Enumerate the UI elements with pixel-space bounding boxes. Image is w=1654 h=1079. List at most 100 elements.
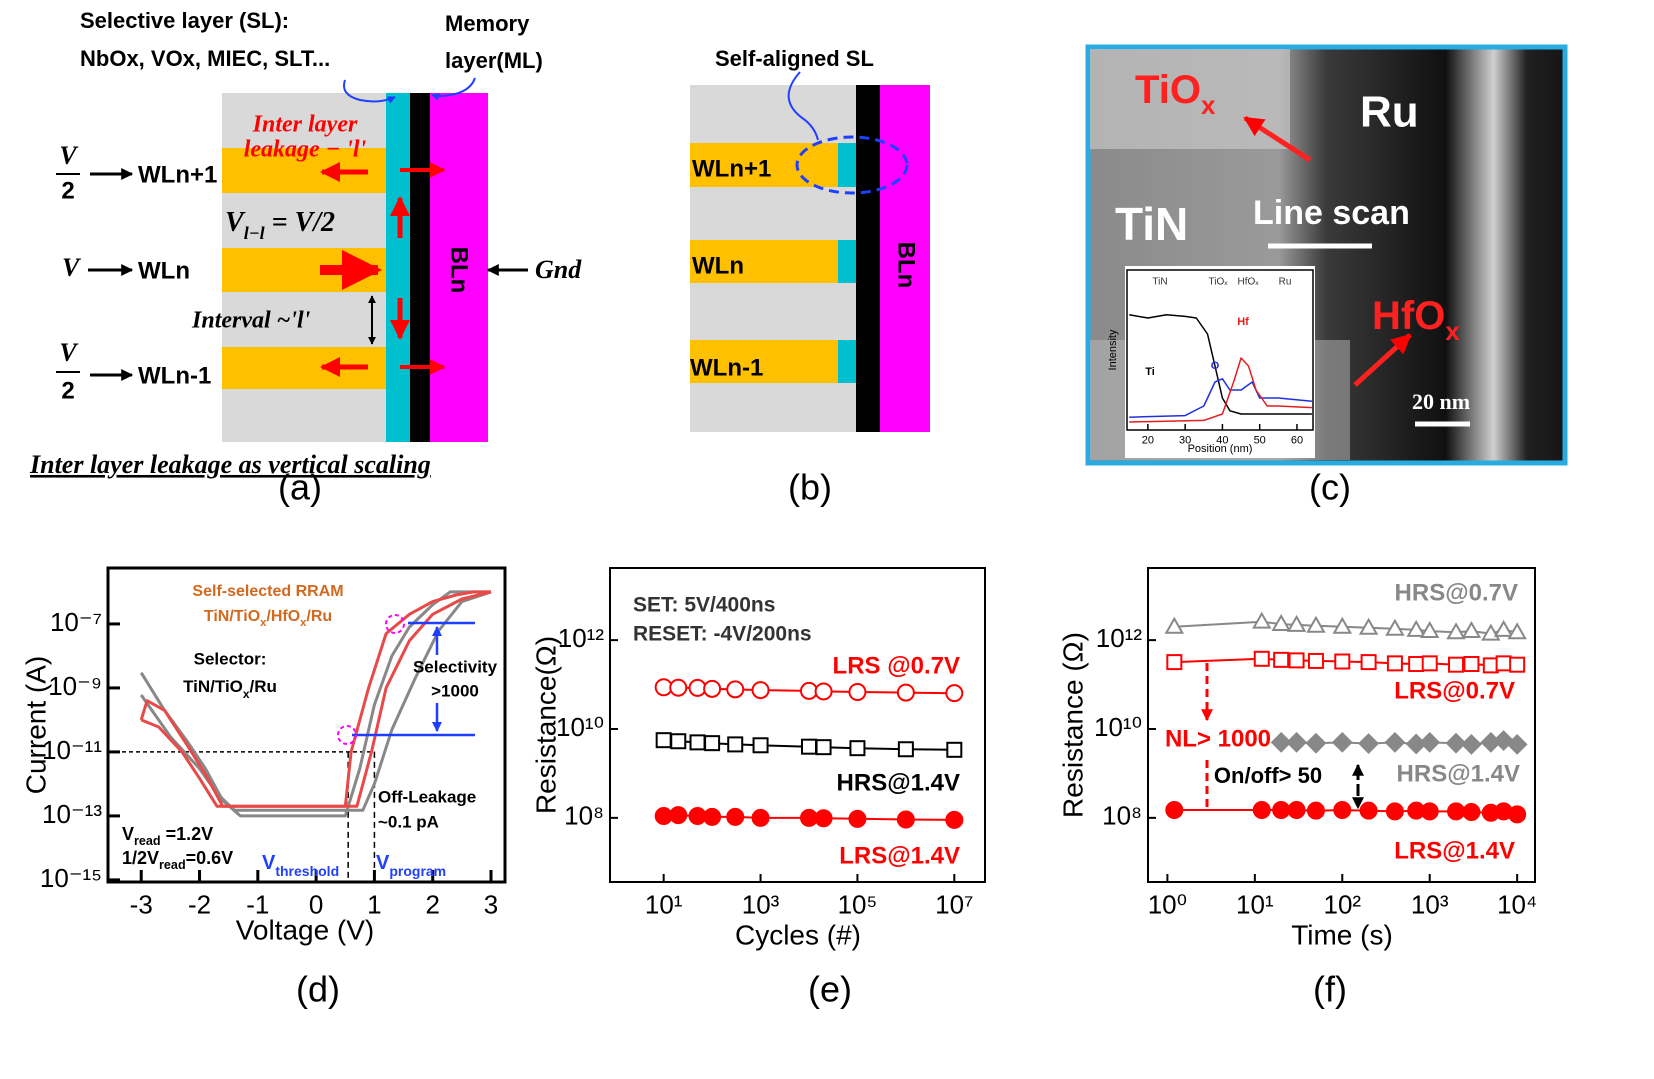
marker <box>1421 655 1438 672</box>
panel-label: (e) <box>808 969 852 1010</box>
y-tick-label: 10⁻⁷ <box>50 607 102 637</box>
y-tick-label: 10¹² <box>1096 623 1143 653</box>
annotation: SET: 5V/400ns <box>633 594 775 617</box>
hfo-sub: x <box>1445 316 1460 346</box>
series-line <box>139 590 492 812</box>
marker <box>1305 732 1327 754</box>
x-tick-label: 2 <box>425 890 439 920</box>
arrow <box>1353 333 1412 387</box>
marker <box>1508 805 1527 824</box>
series-line <box>1129 378 1312 418</box>
plot-frame <box>106 566 507 884</box>
annotation-part: TiN/TiO <box>204 608 260 625</box>
panel-label: (a) <box>278 467 322 508</box>
y-tick-label: 10⁸ <box>1102 801 1142 831</box>
y-tick-label: 10¹⁰ <box>556 712 604 742</box>
series-label: HRS@1.4V <box>1397 760 1520 787</box>
x-tick-label: 10³ <box>742 890 780 920</box>
series-line <box>1129 357 1312 423</box>
series-label: LRS@1.4V <box>839 842 960 869</box>
y-tick-label: 10⁻¹⁵ <box>40 863 102 893</box>
y-axis-label: Resistance(Ω) <box>530 636 561 814</box>
arrow <box>1243 115 1312 163</box>
series-label: LRS@1.4V <box>1394 837 1515 864</box>
annotation-part: V <box>262 852 276 874</box>
marker <box>1385 802 1404 821</box>
series-label: Ti <box>1145 366 1155 378</box>
bit-line <box>880 85 930 432</box>
marker <box>1272 801 1291 820</box>
x-tick-label: 10⁰ <box>1148 890 1187 920</box>
marker <box>1273 651 1290 668</box>
x-tick-label: -1 <box>246 890 269 920</box>
annotation: 1/2Vread=0.6V <box>122 848 233 873</box>
marker <box>688 807 707 826</box>
series-label: LRS@0.7V <box>1394 677 1515 704</box>
fraction-den: 2 <box>61 177 74 204</box>
tio-sub: x <box>1201 90 1216 120</box>
tio-main: TiO <box>1135 68 1201 112</box>
marker <box>1495 655 1512 672</box>
x-tick-label: 10⁴ <box>1497 890 1537 920</box>
annotation-part: x <box>260 617 267 629</box>
marker <box>897 741 914 758</box>
series-label: HRS@0.7V <box>1395 579 1518 606</box>
panel-b: BLn Self-aligned SL WLn+1 WLn WLn-1 <box>690 46 930 432</box>
interval-label: Interval ~'l' <box>191 308 311 334</box>
marker <box>1252 611 1272 629</box>
marker <box>1334 653 1351 670</box>
annotation: Selector: <box>194 649 267 668</box>
marker <box>815 739 832 756</box>
gnd-label: Gnd <box>535 255 582 284</box>
annotation-arrow <box>385 614 405 634</box>
panel-label: (d) <box>296 969 340 1010</box>
voltage-label: V <box>62 253 82 282</box>
y-axis-label: Current (A) <box>20 656 51 794</box>
x-axis-label: Cycles (#) <box>735 919 861 950</box>
marker <box>896 810 915 829</box>
marker <box>814 682 833 701</box>
plot-frame <box>1126 269 1314 431</box>
x-tick-label: 20 <box>1142 434 1154 446</box>
marker <box>1461 733 1482 755</box>
x-tick-label: 3 <box>484 890 498 920</box>
hfo-label: HfOx <box>1372 294 1460 346</box>
marker <box>1462 803 1481 822</box>
caption: Inter layer leakage as vertical scaling <box>29 450 431 479</box>
marker <box>1509 656 1526 673</box>
selective-layer <box>386 93 410 442</box>
annotation-part: x <box>243 687 250 701</box>
marker <box>655 732 672 749</box>
x-tick-label: 30 <box>1179 434 1191 446</box>
y-tick-label: 10⁻¹³ <box>42 799 102 829</box>
marker <box>945 684 964 703</box>
marker <box>1408 656 1425 673</box>
marker <box>1384 731 1406 753</box>
x-tick-label: -3 <box>130 890 153 920</box>
marker <box>1406 619 1426 637</box>
marker <box>1493 730 1515 751</box>
annotation-part: threshold <box>275 863 339 879</box>
x-tick-label: 10⁵ <box>838 890 878 920</box>
panel-title: Self-aligned SL <box>715 46 874 71</box>
annotation: Vthreshold <box>262 852 339 878</box>
y-axis-label: Intensity <box>1107 329 1119 370</box>
marker <box>654 807 673 826</box>
annotation-part: /Ru <box>250 677 277 696</box>
y-tick-label: 10⁻⁹ <box>48 671 102 701</box>
marker <box>814 809 833 828</box>
marker <box>946 741 963 758</box>
bit-line <box>430 93 488 442</box>
annotation: TiN/TiOx/HfOx/Ru <box>204 608 332 629</box>
memory-layer <box>410 93 430 442</box>
chart: -3 -2 -1 0 1 2 3 10⁻⁷ 10⁻⁹ 10⁻¹¹ 10⁻¹³ 10⁻¹⁵ Voltage… <box>20 566 507 945</box>
marker <box>1287 801 1306 820</box>
annotation-part: /Ru <box>306 608 332 625</box>
x-axis-label: Voltage (V) <box>236 914 375 945</box>
series-line <box>1129 314 1312 415</box>
ml-title: layer(ML) <box>445 48 543 73</box>
line-scan-label: Line scan <box>1253 194 1410 232</box>
sl-title: Selective layer (SL): <box>80 8 289 33</box>
annotation: NL> 1000 <box>1165 725 1271 752</box>
